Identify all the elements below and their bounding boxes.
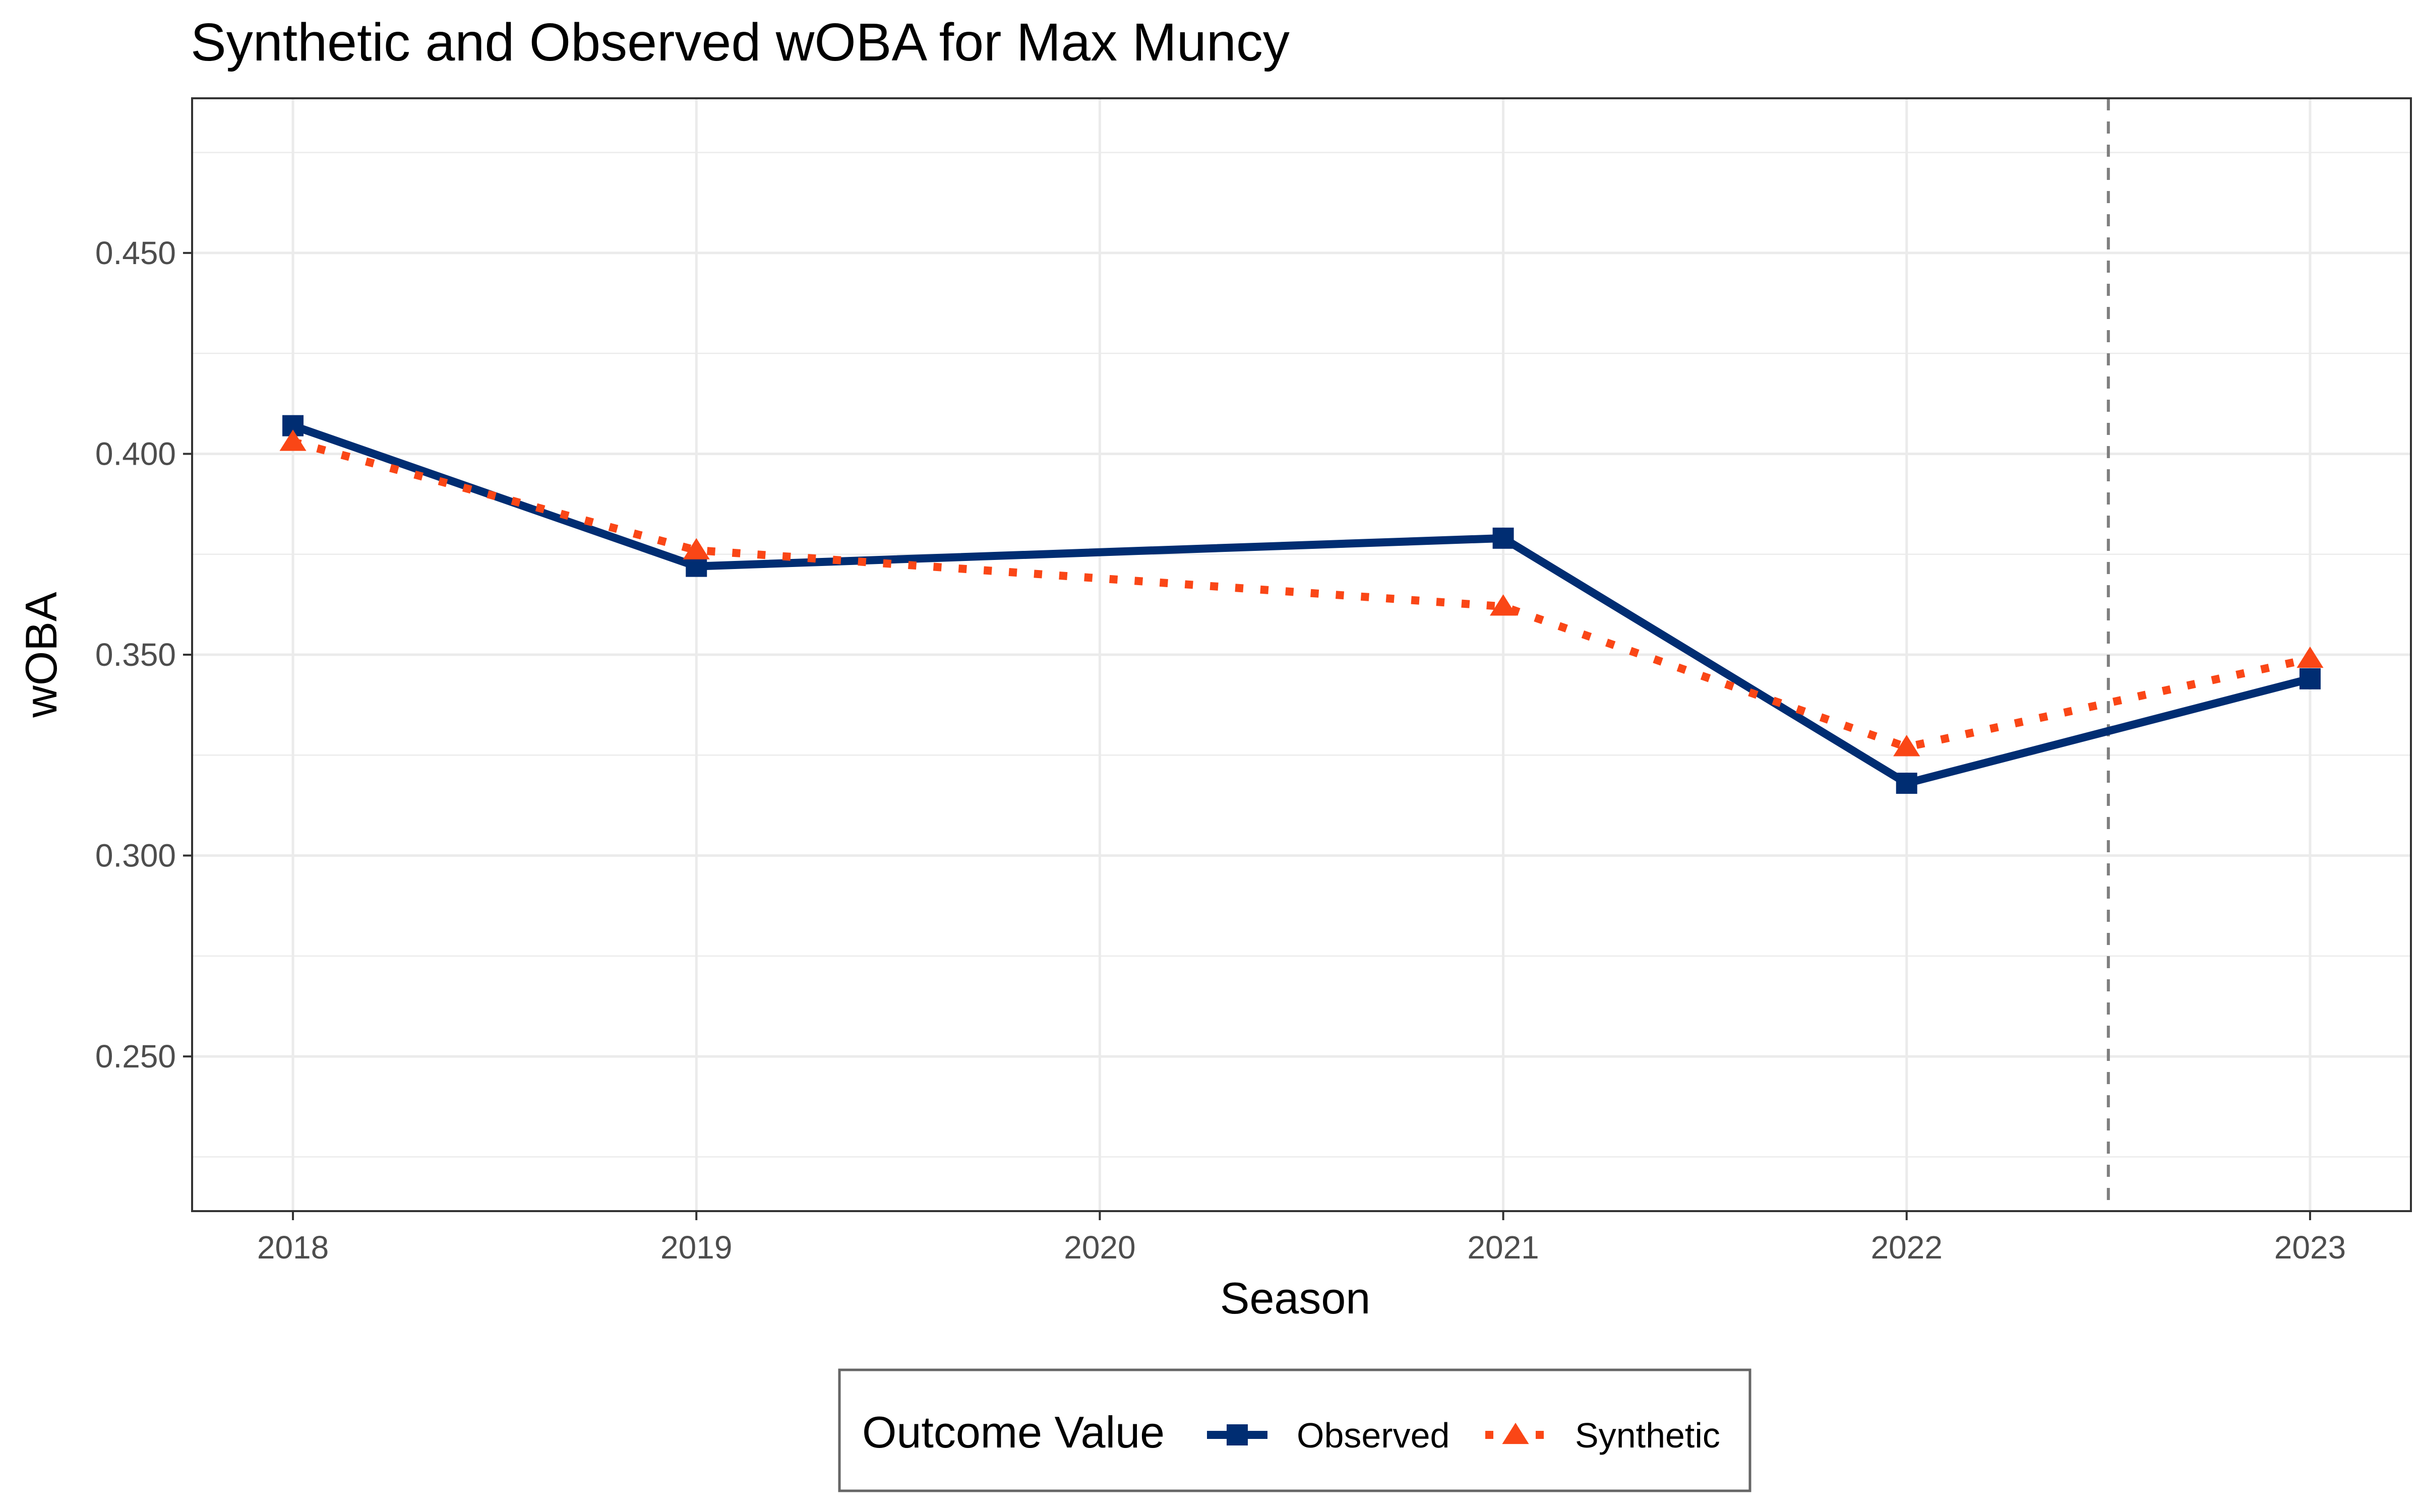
legend-box (838, 1368, 1751, 1492)
chart-title: Synthetic and Observed wOBA for Max Munc… (191, 13, 1290, 72)
y-tick-label: 0.450 (95, 235, 176, 271)
x-tick-label: 2022 (1871, 1229, 1943, 1266)
x-tick-label: 2019 (660, 1229, 732, 1266)
x-tick-label: 2018 (257, 1229, 329, 1266)
observed-marker (1896, 773, 1917, 794)
observed-marker (1492, 527, 1514, 549)
legend: Outcome Value Observed Synthetic (838, 1368, 1751, 1492)
synthetic-legend-label: Synthetic (1575, 1416, 1720, 1455)
synthetic-marker (1893, 735, 1920, 757)
synthetic-marker (279, 429, 307, 451)
synthetic-marker (683, 538, 710, 559)
x-tick-label: 2023 (2274, 1229, 2346, 1266)
synthetic-line (291, 437, 2311, 751)
observed-marker (2299, 668, 2321, 689)
y-axis: 0.250 0.300 0.350 0.400 0.450 (95, 235, 192, 1075)
y-axis-title: wOBA (16, 592, 66, 718)
y-tick-label: 0.300 (95, 838, 176, 874)
grid-lines (192, 98, 2411, 1211)
synthetic-marker (2296, 646, 2324, 668)
synthetic-marker (1490, 594, 1517, 616)
x-axis: 2018 2019 2020 2021 2022 2023 (257, 1211, 2346, 1266)
x-tick-label: 2020 (1064, 1229, 1135, 1266)
legend-title: Outcome Value (862, 1407, 1165, 1457)
synthetic-marker-legend-key (1502, 1422, 1529, 1444)
series-layer (279, 415, 2324, 794)
observed-legend-label: Observed (1297, 1416, 1449, 1455)
observed-marker-legend-key (1227, 1424, 1248, 1445)
y-tick-label: 0.250 (95, 1038, 176, 1075)
x-tick-label: 2021 (1467, 1229, 1539, 1266)
y-tick-label: 0.350 (95, 637, 176, 673)
legend-entries: Observed Synthetic (1207, 1416, 1720, 1455)
x-axis-title: Season (1220, 1273, 1370, 1323)
y-tick-label: 0.400 (95, 435, 176, 472)
